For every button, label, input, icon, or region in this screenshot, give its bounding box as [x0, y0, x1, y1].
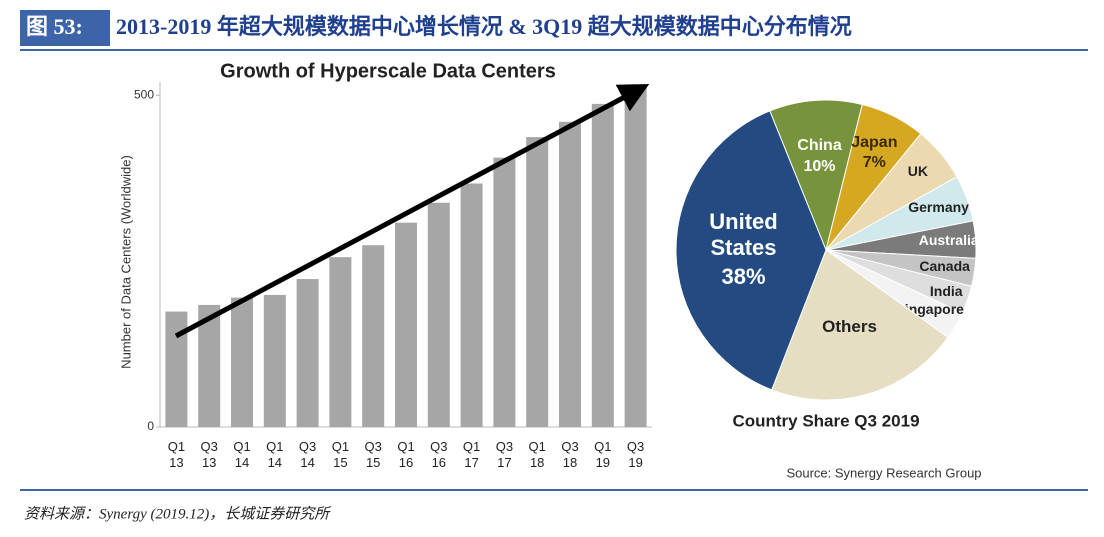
- pie-value-label-box: 7%: [862, 154, 886, 172]
- x-tick-label-box: Q3 16: [430, 439, 448, 470]
- pie-label: India: [929, 282, 963, 299]
- x-tick-label-box: Q3 18: [561, 439, 579, 470]
- pie-label-box: Australia: [918, 231, 979, 248]
- pie-value-label: 10%: [803, 158, 836, 176]
- pie-label: United States: [709, 208, 778, 261]
- x-tick-label: Q3 15: [364, 439, 382, 470]
- bar: [493, 157, 516, 427]
- x-tick-label-box: Q1 14: [266, 439, 284, 470]
- x-tick-label: Q1 18: [528, 439, 546, 470]
- header-title: 2013-2019 年超大规模数据中心增长情况 & 3Q19 超大规模数据中心分…: [116, 14, 852, 39]
- header-label: 图 53:: [26, 14, 83, 39]
- pie-label-box: Germany: [908, 198, 969, 215]
- x-tick-label-box: Q1 13: [167, 439, 186, 470]
- pie-value-label-box: 10%: [803, 158, 836, 176]
- y-tick-label: 500: [134, 87, 154, 101]
- pie-label: UK: [907, 163, 929, 180]
- x-tick-label-box: Q3 15: [364, 439, 382, 470]
- trend-arrow: [174, 83, 650, 339]
- pie-slice: [771, 249, 949, 401]
- x-tick-label: Q3 17: [495, 439, 514, 470]
- pie-label-box: United States: [709, 208, 778, 261]
- bar-title: Growth of Hyperscale Data Centers: [220, 60, 556, 82]
- y-axis-label: Number of Data Centers (Worldwide): [118, 155, 133, 369]
- x-tick-label-box: Q3 14: [298, 439, 317, 470]
- pie-label-box: Others: [822, 317, 877, 337]
- x-tick-label-box: Q1 15: [331, 439, 350, 470]
- pie-label-box: China: [797, 137, 842, 155]
- pie-label: China: [797, 137, 842, 155]
- bar: [591, 103, 614, 428]
- pie-label-box: Japan: [851, 133, 898, 151]
- x-tick-label: Q1 19: [594, 439, 612, 470]
- x-tick-label: Q1 16: [397, 439, 415, 470]
- header-box: [20, 10, 110, 46]
- bar: [624, 84, 647, 428]
- pie-label: Others: [822, 317, 877, 337]
- bar: [526, 137, 549, 427]
- bar: [263, 294, 286, 427]
- x-tick-label-box: Q1 14: [233, 439, 251, 470]
- x-tick-label-box: Q3 13: [200, 439, 218, 470]
- x-tick-label-box: Q1 16: [397, 439, 415, 470]
- pie-title: Country Share Q3 2019: [732, 411, 919, 430]
- x-tick-label: Q3 13: [200, 439, 218, 470]
- x-tick-label-box: Q3 17: [495, 439, 514, 470]
- bar: [362, 245, 385, 427]
- x-tick-label: Q1 15: [331, 439, 350, 470]
- x-tick-label: Q3 19: [626, 439, 645, 470]
- source: Source: Synergy Research Group: [786, 465, 981, 480]
- pie-label-box: UK: [907, 163, 929, 180]
- bar: [329, 257, 352, 427]
- x-tick-label: Q3 18: [561, 439, 579, 470]
- pie-slice: [675, 110, 827, 391]
- x-tick-label-box: Q3 19: [626, 439, 645, 470]
- bar: [198, 304, 221, 427]
- pie-label: Canada: [919, 258, 970, 275]
- bar: [231, 297, 253, 427]
- x-tick-label: Q1 13: [167, 439, 186, 470]
- y-tick-label: 0: [147, 419, 154, 433]
- pie-label: Germany: [908, 198, 969, 215]
- x-tick-label-box: Q1 19: [594, 439, 612, 470]
- x-tick-label: Q3 16: [430, 439, 448, 470]
- bar: [427, 202, 450, 427]
- pie-value-label-box: 38%: [721, 263, 766, 289]
- x-tick-label-box: Q1 18: [528, 439, 546, 470]
- pie-label-box: Canada: [919, 258, 970, 275]
- x-tick-label: Q3 14: [298, 439, 317, 470]
- pie-label-box: India: [929, 282, 963, 299]
- pie-slice: [769, 99, 863, 252]
- x-tick-label-box: Q1 17: [462, 439, 481, 470]
- x-tick-label: Q1 14: [266, 439, 284, 470]
- bar: [559, 121, 581, 428]
- pie-label: Japan: [851, 133, 898, 151]
- pie-value-label: 7%: [862, 154, 886, 172]
- x-tick-label: Q1 14: [233, 439, 251, 470]
- bar: [460, 183, 483, 427]
- pie-value-label: 38%: [721, 263, 766, 289]
- footer: 资料来源：Synergy (2019.12)，长城证券研究所: [24, 505, 331, 522]
- x-tick-label: Q1 17: [462, 439, 481, 470]
- bar: [165, 311, 188, 427]
- bar: [296, 279, 319, 427]
- pie-label: Australia: [918, 231, 979, 248]
- bar: [395, 222, 417, 427]
